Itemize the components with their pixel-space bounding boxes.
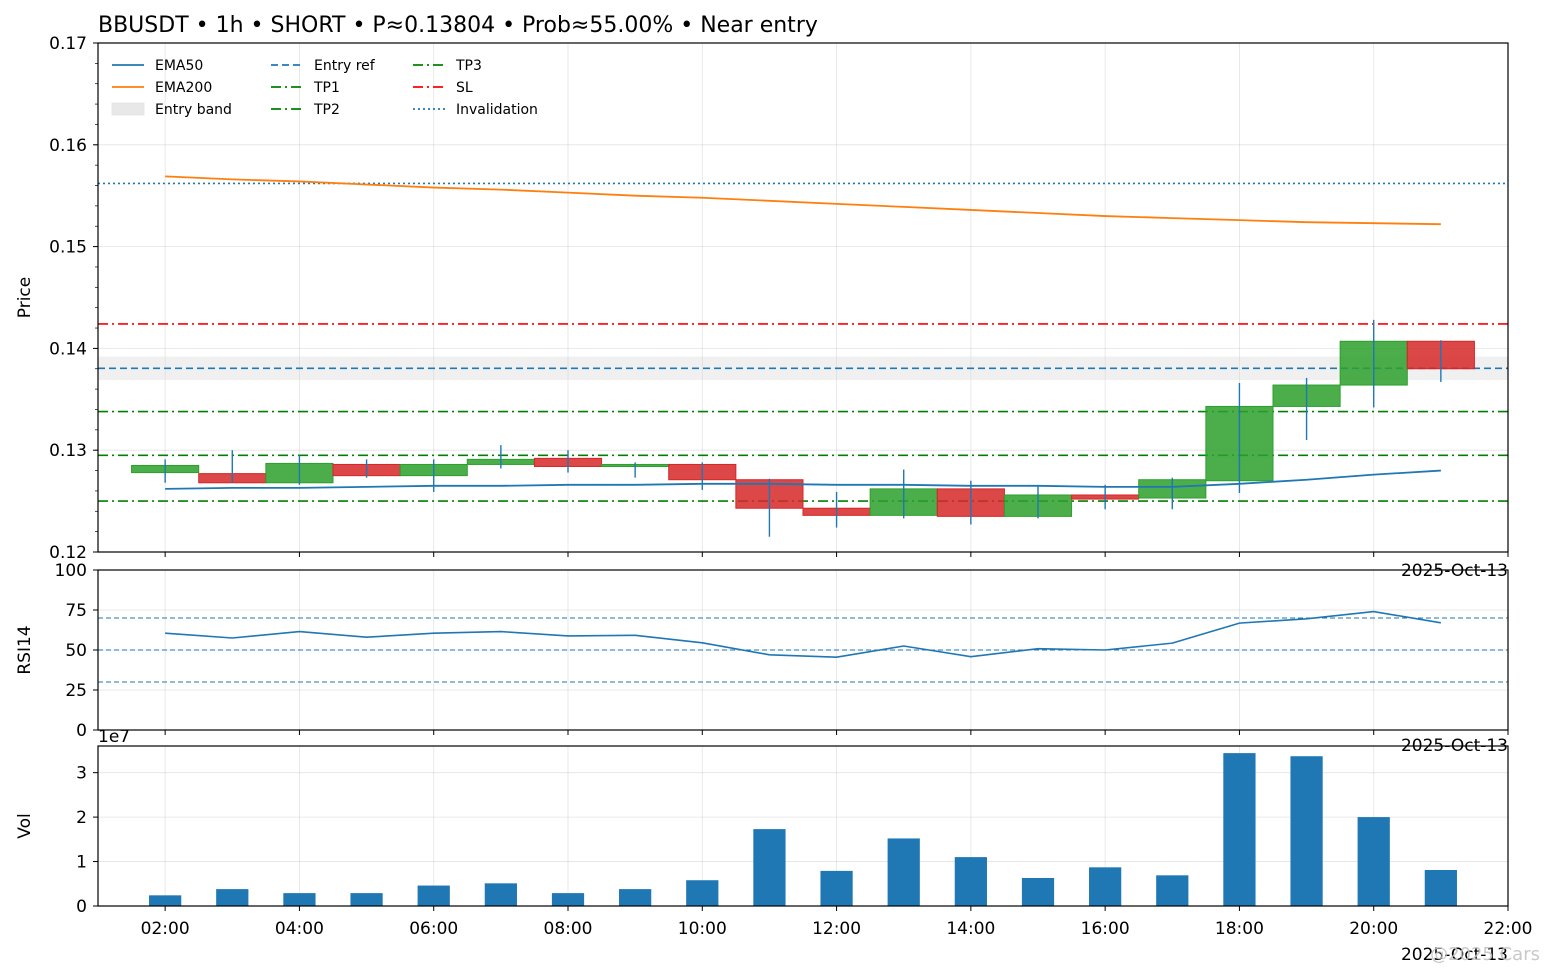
volume-bar <box>350 893 383 906</box>
volume-bar <box>1156 875 1189 906</box>
x-tick-label: 12:00 <box>812 919 861 939</box>
y-tick-label: 0 <box>76 721 87 741</box>
y-tick-label: 1 <box>76 853 87 873</box>
volume-bar <box>1021 878 1055 906</box>
legend-label: SL <box>456 80 473 96</box>
series-line-ema50 <box>165 469 1441 490</box>
price-panel: 0.12 0.13 0.14 0.15 0.16 0.17 Price 2025-Oct-13… <box>15 34 1509 581</box>
x-tick-label: 18:00 <box>1215 919 1264 939</box>
x-tick-label: 04:00 <box>275 919 324 939</box>
watermark: @2025 Cars <box>1430 944 1540 965</box>
x-tick-label: 10:00 <box>678 919 727 939</box>
volume-bar <box>619 889 652 906</box>
volume-bar <box>417 885 450 906</box>
y-axis-label: Price <box>15 277 35 318</box>
y-tick-label: 25 <box>65 681 87 701</box>
y-tick-label: 0.15 <box>49 238 87 258</box>
y-axis-label: Vol <box>15 813 35 838</box>
volume-bar <box>1290 756 1323 906</box>
axes-frame <box>97 569 1509 731</box>
volume-bar <box>1223 753 1256 906</box>
volume-bar <box>753 829 786 906</box>
axes-frame <box>97 42 1509 553</box>
chart-title: BBUSDT • 1h • SHORT • P≈0.13804 • Prob≈5… <box>98 13 818 38</box>
legend-swatch <box>111 102 145 116</box>
volume-bar <box>283 893 316 906</box>
legend-label: TP3 <box>455 58 482 74</box>
x-tick-label: 08:00 <box>544 919 593 939</box>
volume-bar <box>1357 817 1390 906</box>
legend-label: Entry ref <box>314 58 376 74</box>
axes-frame <box>97 745 1509 907</box>
volume-bar <box>551 893 585 906</box>
rsi-line <box>165 610 1441 659</box>
volume-bar <box>484 883 517 906</box>
y-tick-label: 50 <box>65 641 87 661</box>
y-tick-label: 3 <box>76 764 87 784</box>
y-tick-label: 0.16 <box>49 136 87 156</box>
rsi-panel: 0 25 50 75 100 RSI14 2025-Oct-13 <box>15 561 1509 756</box>
y-tick-label: 0.13 <box>49 441 87 461</box>
legend-label: Entry band <box>155 102 232 118</box>
x-tick-label: 06:00 <box>409 919 458 939</box>
x-tick-label: 16:00 <box>1081 919 1130 939</box>
date-label: 2025-Oct-13 <box>1401 945 1508 965</box>
x-tick-label: 14:00 <box>946 919 995 939</box>
volume-bar <box>887 838 920 906</box>
y-tick-label: 0.12 <box>49 543 87 563</box>
y-tick-label: 0 <box>76 897 87 917</box>
y-tick-label: 0.17 <box>49 34 87 54</box>
y-offset-label: 1e7 <box>98 727 130 747</box>
volume-bar <box>149 895 182 906</box>
legend-label: EMA200 <box>155 80 212 96</box>
volume-bar <box>686 880 719 906</box>
y-tick-label: 100 <box>55 561 87 581</box>
x-tick-label: 02:00 <box>141 919 190 939</box>
volume-bar <box>216 889 249 906</box>
y-tick-label: 0.14 <box>49 339 87 359</box>
legend-label: TP2 <box>313 102 340 118</box>
x-tick-label: 20:00 <box>1349 919 1398 939</box>
date-label: 2025-Oct-13 <box>1401 561 1508 581</box>
y-axis-label: RSI14 <box>15 625 35 674</box>
y-tick-label: 2 <box>76 808 87 828</box>
y-tick-label: 75 <box>65 601 87 621</box>
volume-bar <box>1424 870 1457 906</box>
legend-label: Invalidation <box>456 102 538 118</box>
volume-bar <box>1089 867 1122 906</box>
volume-panel: 0 1 2 3 Vol 2025-Oct-13 02:00 04:00 06:00 08:00 10… <box>15 727 1533 965</box>
legend-label: EMA50 <box>155 58 203 74</box>
volume-bar <box>820 870 853 906</box>
legend-label: TP1 <box>313 80 340 96</box>
volume-bar <box>954 857 987 906</box>
x-tick-label: 22:00 <box>1484 919 1533 939</box>
series-line-ema200 <box>165 175 1441 226</box>
